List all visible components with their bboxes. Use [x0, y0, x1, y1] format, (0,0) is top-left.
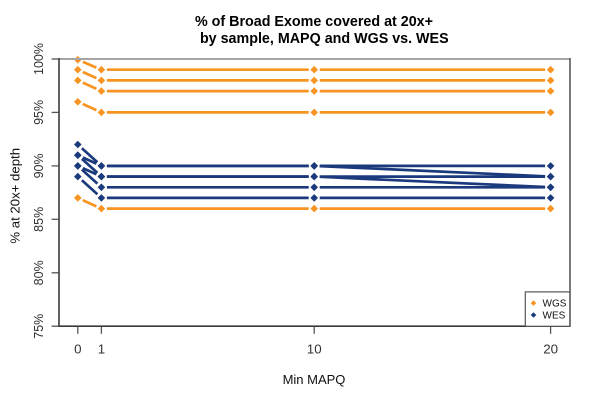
- svg-text:85%: 85%: [32, 207, 46, 232]
- svg-text:by sample, MAPQ and WGS vs. WE: by sample, MAPQ and WGS vs. WES: [200, 31, 449, 47]
- svg-text:0: 0: [74, 342, 81, 357]
- svg-text:WES: WES: [543, 311, 566, 322]
- svg-text:90%: 90%: [32, 153, 46, 178]
- svg-text:Min MAPQ: Min MAPQ: [283, 372, 346, 387]
- svg-text:1: 1: [98, 342, 105, 357]
- svg-text:95%: 95%: [32, 100, 46, 125]
- svg-text:% at 20x+ depth: % at 20x+ depth: [8, 148, 23, 244]
- svg-text:100%: 100%: [32, 43, 46, 75]
- svg-text:75%: 75%: [32, 314, 46, 339]
- svg-text:20: 20: [543, 342, 558, 357]
- svg-text:WGS: WGS: [543, 299, 567, 310]
- svg-text:80%: 80%: [32, 260, 46, 285]
- svg-text:10: 10: [307, 342, 322, 357]
- svg-text:% of Broad Exome covered at 20: % of Broad Exome covered at 20x+: [195, 14, 433, 30]
